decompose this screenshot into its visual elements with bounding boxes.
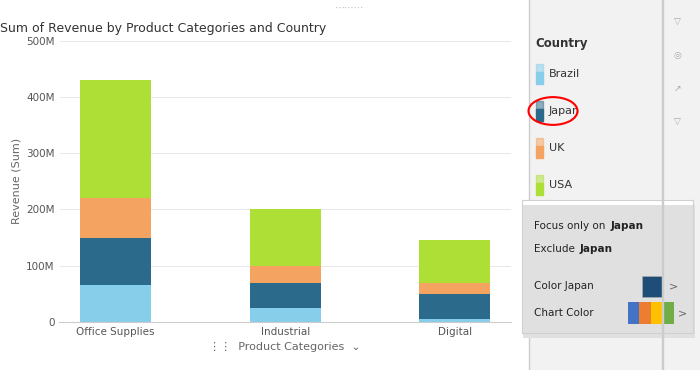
- Text: Japan: Japan: [580, 244, 612, 254]
- Text: Exclude: Exclude: [533, 244, 577, 254]
- Bar: [80, 198, 151, 238]
- Y-axis label: Revenue (Sum): Revenue (Sum): [12, 138, 22, 224]
- Text: ▽: ▽: [674, 118, 681, 127]
- FancyBboxPatch shape: [523, 205, 694, 338]
- Text: >: >: [669, 281, 678, 292]
- Text: Sum of Revenue by Product Categories and Country: Sum of Revenue by Product Categories and…: [0, 22, 326, 36]
- Bar: [419, 240, 491, 283]
- X-axis label: ⋮⋮  Product Categories  ⌄: ⋮⋮ Product Categories ⌄: [209, 342, 361, 352]
- Bar: [250, 308, 321, 322]
- Text: ⋯⋯⋯: ⋯⋯⋯: [335, 3, 365, 13]
- Text: UK: UK: [549, 143, 564, 153]
- Text: ▽: ▽: [674, 18, 681, 27]
- Bar: [419, 294, 491, 319]
- Text: USA: USA: [549, 180, 572, 190]
- Text: Brazil: Brazil: [549, 69, 580, 79]
- Bar: [80, 285, 151, 322]
- Bar: [640, 302, 650, 324]
- Bar: [628, 302, 639, 324]
- Bar: [250, 283, 321, 308]
- Bar: [250, 266, 321, 283]
- Bar: [663, 302, 674, 324]
- Text: >: >: [678, 308, 687, 318]
- Bar: [641, 276, 662, 297]
- Bar: [80, 238, 151, 285]
- Bar: [419, 319, 491, 322]
- Text: Focus only on: Focus only on: [533, 221, 608, 232]
- Text: Color Japan: Color Japan: [533, 281, 594, 292]
- Bar: [250, 209, 321, 266]
- Bar: [651, 302, 662, 324]
- Bar: [419, 283, 491, 294]
- Text: ↗: ↗: [674, 84, 681, 93]
- Text: Chart Color: Chart Color: [533, 308, 593, 318]
- Text: ◎: ◎: [673, 51, 682, 60]
- Text: Japan: Japan: [549, 106, 580, 116]
- Text: Country: Country: [536, 37, 588, 50]
- Text: Japan: Japan: [610, 221, 644, 232]
- Bar: [80, 80, 151, 198]
